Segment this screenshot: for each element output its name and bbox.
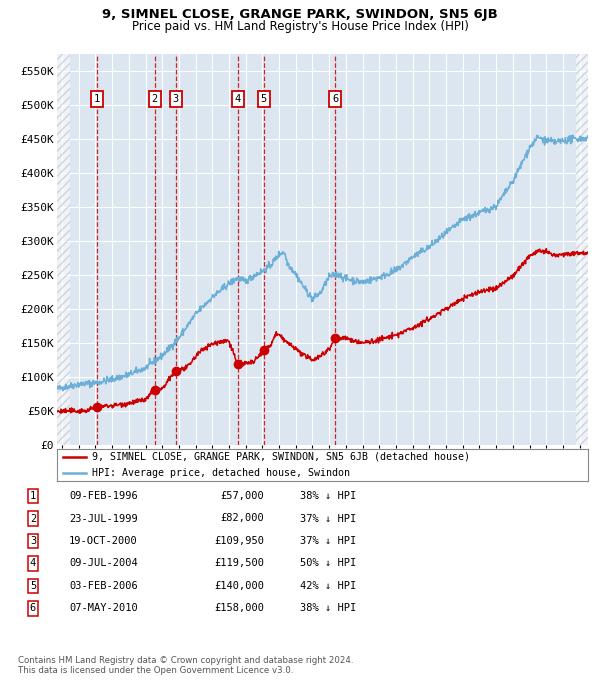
- Text: Contains HM Land Registry data © Crown copyright and database right 2024.: Contains HM Land Registry data © Crown c…: [18, 656, 353, 665]
- Text: 37% ↓ HPI: 37% ↓ HPI: [300, 536, 356, 546]
- Text: 23-JUL-1999: 23-JUL-1999: [69, 513, 138, 524]
- Text: 09-FEB-1996: 09-FEB-1996: [69, 491, 138, 501]
- Text: 1: 1: [94, 94, 100, 103]
- Text: 3: 3: [172, 94, 179, 103]
- Text: 42% ↓ HPI: 42% ↓ HPI: [300, 581, 356, 591]
- Text: 9, SIMNEL CLOSE, GRANGE PARK, SWINDON, SN5 6JB: 9, SIMNEL CLOSE, GRANGE PARK, SWINDON, S…: [102, 8, 498, 21]
- Text: 2: 2: [30, 513, 36, 524]
- Text: 3: 3: [30, 536, 36, 546]
- Text: This data is licensed under the Open Government Licence v3.0.: This data is licensed under the Open Gov…: [18, 666, 293, 675]
- Text: 6: 6: [332, 94, 338, 103]
- Text: 2: 2: [152, 94, 158, 103]
- Text: 6: 6: [30, 603, 36, 613]
- Text: £109,950: £109,950: [214, 536, 264, 546]
- Text: 4: 4: [235, 94, 241, 103]
- Text: 5: 5: [30, 581, 36, 591]
- Text: 09-JUL-2004: 09-JUL-2004: [69, 558, 138, 568]
- Text: £140,000: £140,000: [214, 581, 264, 591]
- Text: £82,000: £82,000: [220, 513, 264, 524]
- Bar: [577, 54, 588, 445]
- Text: 07-MAY-2010: 07-MAY-2010: [69, 603, 138, 613]
- Text: 38% ↓ HPI: 38% ↓ HPI: [300, 491, 356, 501]
- Text: 9, SIMNEL CLOSE, GRANGE PARK, SWINDON, SN5 6JB (detached house): 9, SIMNEL CLOSE, GRANGE PARK, SWINDON, S…: [92, 452, 470, 462]
- Text: HPI: Average price, detached house, Swindon: HPI: Average price, detached house, Swin…: [92, 469, 350, 478]
- Text: 37% ↓ HPI: 37% ↓ HPI: [300, 513, 356, 524]
- Text: 03-FEB-2006: 03-FEB-2006: [69, 581, 138, 591]
- Text: 19-OCT-2000: 19-OCT-2000: [69, 536, 138, 546]
- Text: £119,500: £119,500: [214, 558, 264, 568]
- Text: £158,000: £158,000: [214, 603, 264, 613]
- Text: £57,000: £57,000: [220, 491, 264, 501]
- Text: Price paid vs. HM Land Registry's House Price Index (HPI): Price paid vs. HM Land Registry's House …: [131, 20, 469, 33]
- Bar: [57, 54, 70, 445]
- Text: 5: 5: [261, 94, 267, 103]
- Text: 38% ↓ HPI: 38% ↓ HPI: [300, 603, 356, 613]
- Text: 50% ↓ HPI: 50% ↓ HPI: [300, 558, 356, 568]
- Text: 1: 1: [30, 491, 36, 501]
- Text: 4: 4: [30, 558, 36, 568]
